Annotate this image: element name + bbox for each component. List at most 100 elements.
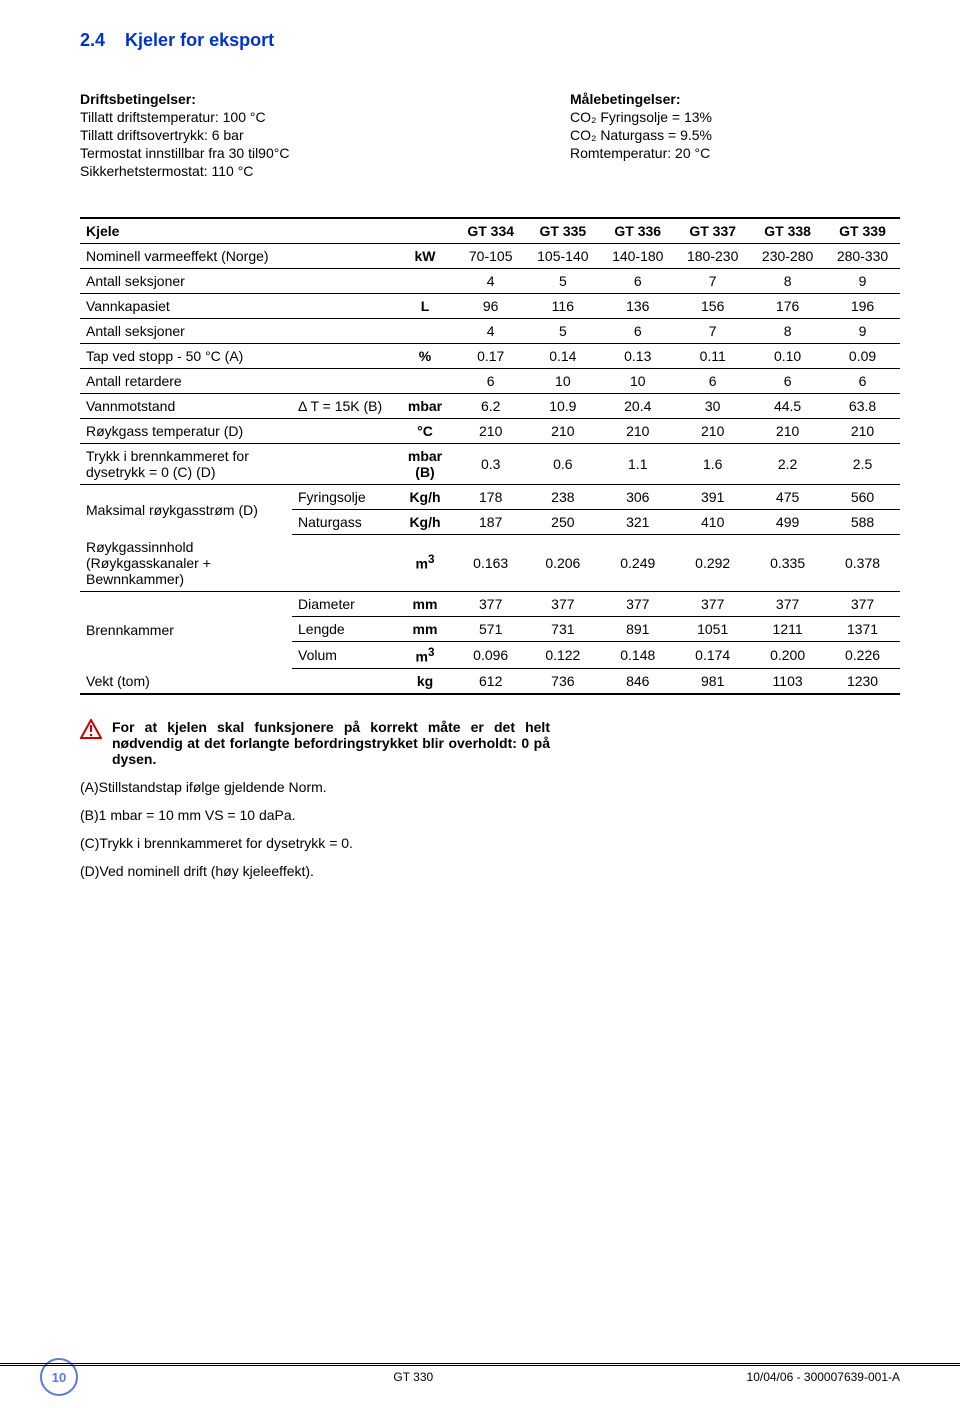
cell-value: 180-230 — [675, 244, 750, 269]
cell-value: 377 — [456, 591, 525, 616]
col-gt336: GT 336 — [600, 218, 675, 244]
cell-value: 588 — [825, 510, 900, 535]
cell-value: 8 — [750, 269, 825, 294]
row-label: Tap ved stopp - 50 °C (A) — [80, 344, 292, 369]
cell-value: 70-105 — [456, 244, 525, 269]
cell-value: 391 — [675, 485, 750, 510]
cell-value: 63.8 — [825, 394, 900, 419]
table-row: Antall seksjoner456789 — [80, 319, 900, 344]
notes-block: For at kjelen skal funksjonere på korrek… — [80, 719, 550, 879]
table-row: Vekt (tom)kg61273684698111031230 — [80, 669, 900, 695]
cell-value: 0.292 — [675, 535, 750, 592]
cell-value: 1211 — [750, 616, 825, 641]
cell-value: 20.4 — [600, 394, 675, 419]
cell-value: 10 — [600, 369, 675, 394]
cell-value: 44.5 — [750, 394, 825, 419]
drift-line: Tillatt driftstemperatur: 100 °C — [80, 109, 410, 125]
row-label: Brennkammer — [80, 591, 292, 669]
cell-value: 1051 — [675, 616, 750, 641]
row-sub: Naturgass — [292, 510, 394, 535]
drift-line: Sikkerhetstermostat: 110 °C — [80, 163, 410, 179]
cell-value: 0.206 — [525, 535, 600, 592]
note-d: (D)Ved nominell drift (høy kjeleeffekt). — [80, 863, 550, 879]
section-title-text: Kjeler for eksport — [125, 30, 274, 50]
row-sub: Volum — [292, 641, 394, 669]
row-unit — [394, 269, 456, 294]
table-row: VannkapasietL96116136156176196 — [80, 294, 900, 319]
row-label: Røykgassinnhold (Røykgasskanaler + Bewnn… — [80, 535, 292, 592]
measure-heading: Målebetingelser: — [570, 91, 900, 107]
cell-value: 0.122 — [525, 641, 600, 669]
cell-value: 105-140 — [525, 244, 600, 269]
cell-value: 0.163 — [456, 535, 525, 592]
page-footer: GT 330 10/04/06 - 300007639-001-A — [0, 1363, 960, 1384]
cell-value: 8 — [750, 319, 825, 344]
row-label: Antall retardere — [80, 369, 292, 394]
row-unit — [394, 319, 456, 344]
row-label: Vekt (tom) — [80, 669, 292, 695]
cell-value: 210 — [750, 419, 825, 444]
section-heading: 2.4 Kjeler for eksport — [80, 30, 900, 51]
cell-value: 0.11 — [675, 344, 750, 369]
cell-value: 0.096 — [456, 641, 525, 669]
row-sub — [292, 269, 394, 294]
table-row: Trykk i brennkammeret for dysetrykk = 0 … — [80, 444, 900, 485]
cell-value: 736 — [525, 669, 600, 695]
cell-value: 377 — [675, 591, 750, 616]
cell-value: 210 — [525, 419, 600, 444]
cell-value: 210 — [675, 419, 750, 444]
cell-value: 4 — [456, 319, 525, 344]
row-sub: Lengde — [292, 616, 394, 641]
cell-value: 2.5 — [825, 444, 900, 485]
cell-value: 5 — [525, 319, 600, 344]
cell-value: 136 — [600, 294, 675, 319]
cell-value: 0.17 — [456, 344, 525, 369]
cell-value: 321 — [600, 510, 675, 535]
cell-value: 5 — [525, 269, 600, 294]
cell-value: 4 — [456, 269, 525, 294]
row-unit: m3 — [394, 641, 456, 669]
note-b: (B)1 mbar = 10 mm VS = 10 daPa. — [80, 807, 550, 823]
cell-value: 6.2 — [456, 394, 525, 419]
measure-conditions: Målebetingelser: CO₂ Fyringsolje = 13% C… — [570, 91, 900, 181]
cell-value: 6 — [750, 369, 825, 394]
row-unit: % — [394, 344, 456, 369]
cell-value: 475 — [750, 485, 825, 510]
conditions-block: Driftsbetingelser: Tillatt driftstempera… — [80, 91, 900, 181]
cell-value: 178 — [456, 485, 525, 510]
cell-value: 2.2 — [750, 444, 825, 485]
row-unit: mbar (B) — [394, 444, 456, 485]
cell-value: 0.14 — [525, 344, 600, 369]
cell-value: 981 — [675, 669, 750, 695]
row-sub: Diameter — [292, 591, 394, 616]
cell-value: 1371 — [825, 616, 900, 641]
cell-value: 6 — [600, 269, 675, 294]
cell-value: 377 — [825, 591, 900, 616]
cell-value: 0.10 — [750, 344, 825, 369]
cell-value: 6 — [825, 369, 900, 394]
cell-value: 7 — [675, 269, 750, 294]
cell-value: 187 — [456, 510, 525, 535]
cell-value: 30 — [675, 394, 750, 419]
cell-value: 1230 — [825, 669, 900, 695]
cell-value: 731 — [525, 616, 600, 641]
cell-value: 377 — [600, 591, 675, 616]
col-kjele: Kjele — [80, 218, 292, 244]
cell-value: 306 — [600, 485, 675, 510]
table-row: Røykgass temperatur (D)°C210210210210210… — [80, 419, 900, 444]
cell-value: 377 — [750, 591, 825, 616]
row-sub — [292, 535, 394, 592]
col-gt335: GT 335 — [525, 218, 600, 244]
drift-line: Tillatt driftsovertrykk: 6 bar — [80, 127, 410, 143]
drift-heading: Driftsbetingelser: — [80, 91, 410, 107]
col-gt339: GT 339 — [825, 218, 900, 244]
row-sub: Δ T = 15K (B) — [292, 394, 394, 419]
cell-value: 0.148 — [600, 641, 675, 669]
measure-line: Romtemperatur: 20 °C — [570, 145, 900, 161]
cell-value: 210 — [600, 419, 675, 444]
cell-value: 0.6 — [525, 444, 600, 485]
cell-value: 410 — [675, 510, 750, 535]
row-sub — [292, 444, 394, 485]
cell-value: 1.6 — [675, 444, 750, 485]
cell-value: 0.335 — [750, 535, 825, 592]
